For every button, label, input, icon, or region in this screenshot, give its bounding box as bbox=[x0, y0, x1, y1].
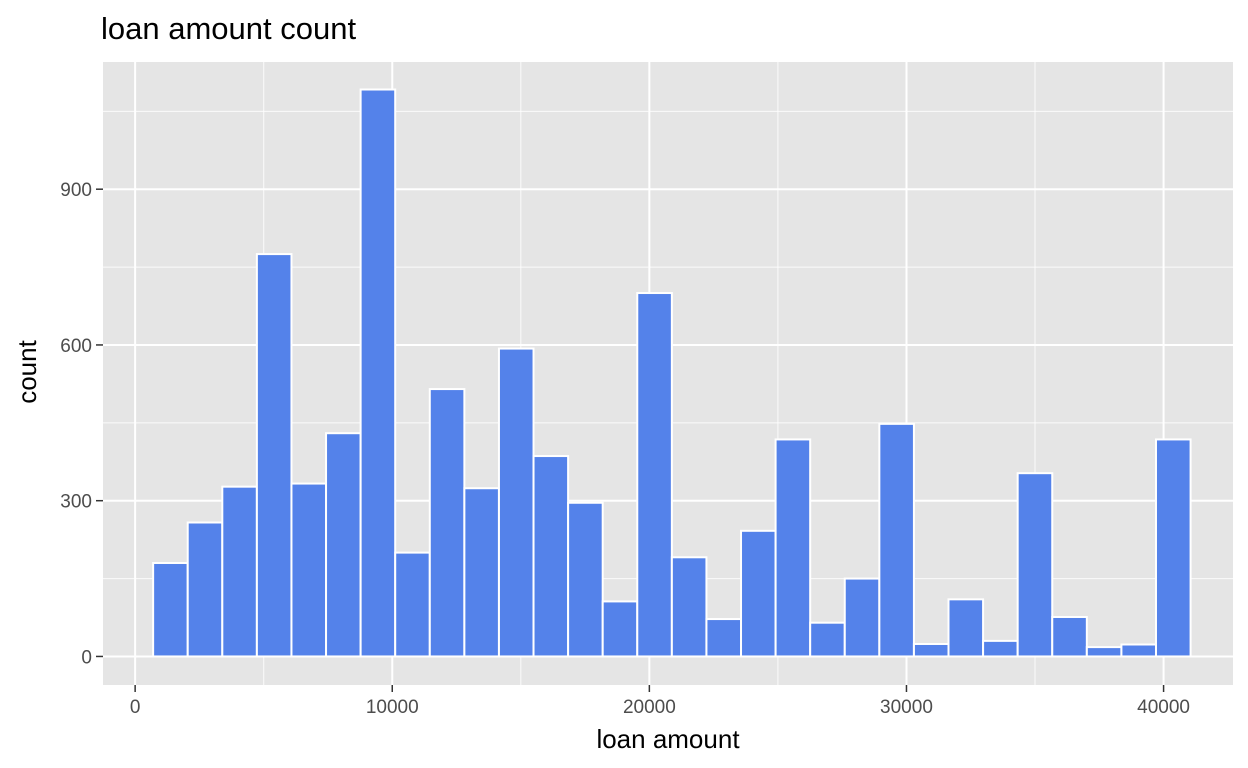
histogram-bar bbox=[567, 501, 604, 658]
histogram-bar bbox=[1051, 615, 1088, 658]
histogram-bar bbox=[947, 598, 985, 658]
histogram-bar bbox=[740, 529, 777, 658]
x-tick-label: 40000 bbox=[1137, 697, 1190, 718]
histogram-bar bbox=[982, 639, 1019, 658]
histogram-bar bbox=[601, 600, 639, 658]
x-tick-label: 20000 bbox=[623, 697, 676, 718]
histogram-bar bbox=[325, 432, 362, 658]
y-tick-label: 900 bbox=[60, 180, 92, 201]
histogram-bar bbox=[1120, 643, 1157, 658]
histogram-bar bbox=[463, 487, 500, 658]
y-axis-ticks: 0 300 600 900 bbox=[60, 180, 103, 668]
x-tick-label: 0 bbox=[130, 697, 141, 718]
histogram-bar bbox=[774, 438, 812, 658]
histogram-bar bbox=[221, 485, 258, 658]
histogram-bar bbox=[1085, 646, 1123, 658]
y-tick-label: 300 bbox=[60, 492, 92, 513]
x-axis-title: loan amount bbox=[596, 724, 740, 754]
y-tick-label: 600 bbox=[60, 336, 92, 357]
histogram-bar bbox=[290, 482, 328, 658]
histogram-bar bbox=[152, 561, 189, 658]
x-tick-label: 10000 bbox=[366, 697, 419, 718]
histogram-bar bbox=[394, 551, 431, 658]
histogram-bar bbox=[497, 347, 535, 658]
histogram-bar bbox=[1154, 438, 1192, 658]
chart-title: loan amount count bbox=[101, 11, 356, 46]
histogram-bar bbox=[186, 521, 224, 658]
histogram-bar bbox=[843, 577, 881, 658]
histogram-bar bbox=[1016, 472, 1054, 658]
histogram-bar bbox=[705, 618, 743, 658]
x-axis-ticks: 0 10000 20000 30000 40000 bbox=[130, 685, 1190, 718]
y-axis-title: count bbox=[12, 339, 42, 403]
histogram-bars bbox=[152, 88, 1192, 658]
histogram-bar bbox=[636, 292, 673, 658]
histogram-bar bbox=[809, 621, 846, 658]
x-tick-label: 30000 bbox=[880, 697, 933, 718]
histogram-bar bbox=[878, 422, 915, 658]
histogram-bar bbox=[532, 455, 570, 658]
histogram-bar bbox=[912, 642, 950, 658]
histogram-bar bbox=[428, 388, 466, 658]
y-tick-label: 0 bbox=[81, 647, 92, 668]
histogram-bar bbox=[359, 88, 397, 658]
histogram-bar bbox=[255, 253, 293, 658]
histogram-bar bbox=[670, 556, 708, 658]
